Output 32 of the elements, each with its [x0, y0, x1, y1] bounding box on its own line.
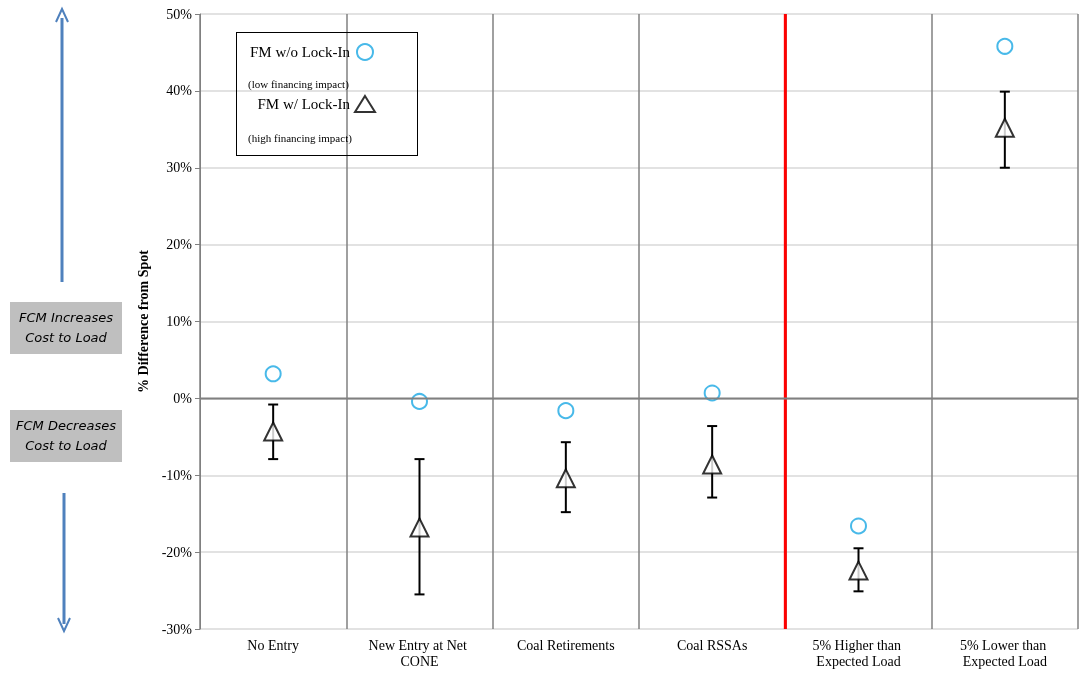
point [555, 468, 576, 489]
annotation: (high financing impact) [248, 132, 352, 144]
y-tick-label: 20% [166, 237, 193, 253]
y-tick-label: -10% [161, 467, 193, 483]
text: FCM Decreases Cost to Load [10, 410, 122, 462]
x-tick-label: 5% Lower than Expected Load [959, 637, 1050, 669]
point [264, 365, 282, 383]
point [263, 421, 284, 442]
legend-label: FM w/ Lock-In [257, 96, 351, 112]
y-axis-title: % Difference from Spot [135, 249, 151, 393]
x-tick-label: Coal Retirements [517, 637, 615, 653]
point [557, 402, 575, 420]
x-tick-label: Coal RSSAs [676, 637, 748, 653]
text: FCM Increases Cost to Load [10, 302, 122, 354]
x-tick-label: 5% Higher than Expected Load [812, 637, 905, 669]
point [409, 517, 430, 538]
point [994, 117, 1015, 138]
x-tick-label: No Entry [247, 637, 300, 653]
point [848, 560, 869, 581]
y-tick-label: 10% [166, 314, 193, 329]
annotation: (low financing impact) [248, 78, 349, 90]
x-tick-label: New Entry at Net CONE [368, 637, 471, 669]
y-tick-label: 50% [166, 6, 193, 22]
y-tick-label: 30% [166, 160, 193, 176]
y-tick-label: -20% [161, 544, 193, 560]
point [996, 37, 1014, 55]
point [702, 454, 723, 475]
point [850, 517, 867, 535]
y-tick-label: -30% [161, 621, 193, 637]
legend-label: FM w/o Lock-In [249, 44, 351, 60]
y-tick-label: 0% [173, 390, 193, 406]
y-tick-label: 40% [166, 83, 193, 99]
